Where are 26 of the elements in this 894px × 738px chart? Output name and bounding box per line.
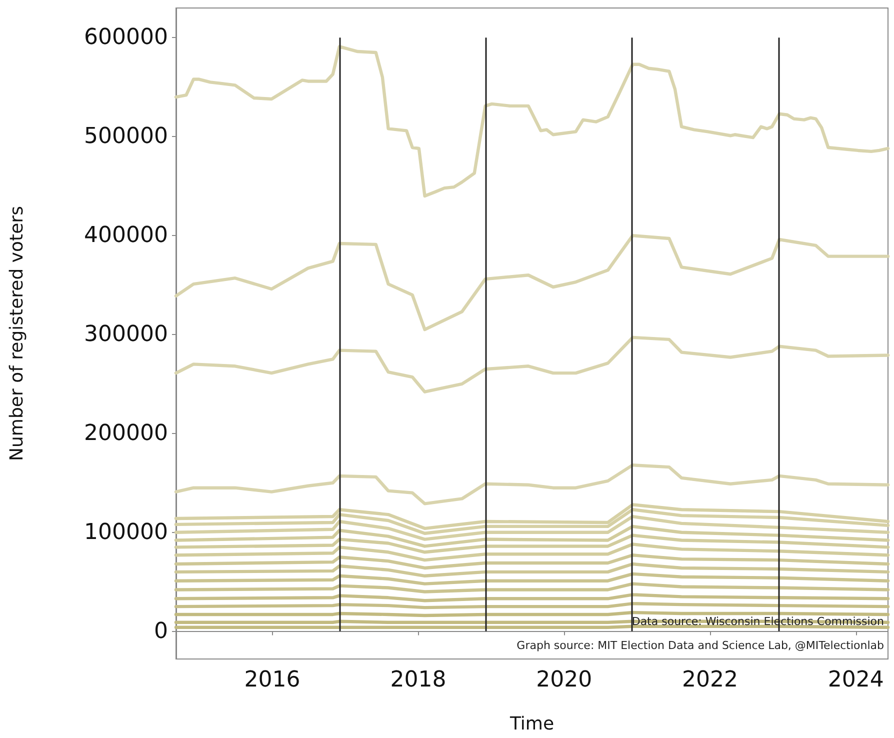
line-series	[174, 336, 890, 394]
line-series	[174, 44, 890, 198]
line-series	[174, 542, 890, 562]
y-tick-label: 0	[154, 618, 168, 644]
line-series	[174, 463, 890, 506]
y-tick-label: 600000	[84, 25, 168, 50]
annotation: Graph source: MIT Election Data and Science Lab, @MITelectionlab	[516, 639, 884, 652]
x-tick-label: 2020	[536, 668, 592, 692]
y-tick-label: 200000	[84, 420, 168, 446]
x-axis-title: Time	[508, 714, 554, 734]
x-tick-label: 2022	[682, 668, 738, 692]
y-axis-title: Number of registered voters	[6, 206, 28, 461]
line-series	[174, 554, 890, 570]
line-series	[174, 524, 890, 548]
line-series	[174, 234, 890, 332]
line-series	[174, 572, 890, 586]
y-tick-label: 100000	[84, 520, 168, 545]
y-tick-label: 500000	[84, 124, 168, 150]
x-tick-label: 2018	[390, 668, 446, 692]
line-series	[174, 582, 890, 594]
x-tick-label: 2016	[244, 668, 300, 692]
line-series	[174, 562, 890, 578]
y-tick-label: 300000	[84, 322, 168, 347]
line-series	[174, 534, 890, 554]
x-tick-label: 2024	[828, 668, 884, 692]
y-tick-label: 400000	[84, 223, 168, 248]
